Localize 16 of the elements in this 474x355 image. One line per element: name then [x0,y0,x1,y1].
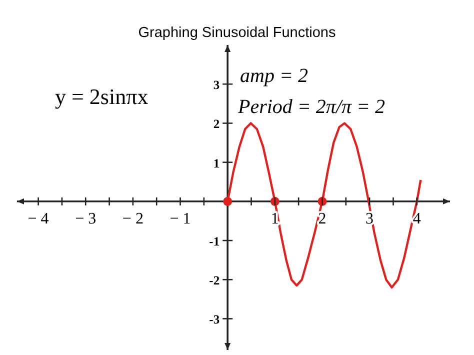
x-tick-label: 2 [318,210,326,228]
y-tick-label: -3 [209,312,220,327]
y-tick-label: 1 [213,156,220,170]
annotation: amp = 2 [240,65,308,87]
x-tick-label: − 4 [28,210,49,228]
chart-title: Graphing Sinusoidal Functions [138,25,336,41]
x-tick-label: − 2 [122,210,144,228]
y-tick-label: 2 [213,117,220,132]
x-tick-label: − 3 [75,210,96,228]
y-tick-label: 3 [213,78,220,92]
annotation: y = 2sinπx [55,84,148,109]
y-tick-label: -1 [209,234,220,249]
y-tick-label: -2 [209,274,220,288]
x-tick-label: 4 [412,210,421,228]
annotation: Period = 2π/π = 2 [237,96,386,118]
x-tick-label: − 1 [170,210,191,228]
